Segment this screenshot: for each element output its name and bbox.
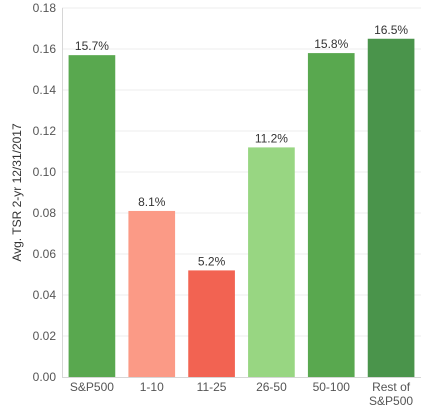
y-tick-label: 0.16: [33, 42, 57, 56]
bar[interactable]: [128, 210, 176, 377]
gridlines: [62, 7, 421, 337]
x-category-label: 50-100: [313, 380, 351, 394]
x-category-label: S&P500: [70, 380, 114, 394]
y-axis-ticks: 0.00 0.02 0.04 0.06 0.08 0.10 0.12 0.14 0.16 0.18: [33, 1, 57, 384]
data-label: 5.2%: [198, 254, 226, 268]
data-labels: 15.7% 8.1% 5.2% 11.2% 15.8% 16.5%: [75, 23, 409, 269]
y-tick-label: 0.06: [33, 247, 57, 261]
y-tick-label: 0.08: [33, 206, 57, 220]
bar[interactable]: [188, 270, 235, 377]
bar[interactable]: [307, 53, 355, 377]
y-tick-label: 0.04: [33, 288, 57, 302]
y-axis-title: Avg. TSR 2-yr 12/31/2017: [10, 123, 24, 262]
y-tick-label: 0.10: [33, 165, 57, 179]
x-axis-categories: S&P500 1-10 11-25 26-50 50-100 Rest ofS&P500: [70, 380, 414, 408]
bar[interactable]: [68, 55, 116, 378]
y-tick-label: 0.14: [33, 83, 57, 97]
data-label: 8.1%: [138, 195, 166, 209]
data-label: 15.7%: [75, 39, 109, 53]
bar[interactable]: [248, 147, 295, 377]
x-category-label: Rest of: [372, 380, 411, 394]
x-category-label: 26-50: [256, 380, 287, 394]
data-label: 16.5%: [374, 23, 408, 37]
bar[interactable]: [367, 38, 415, 377]
y-tick-label: 0.02: [33, 329, 57, 343]
y-tick-label: 0.00: [33, 370, 57, 384]
x-category-label: 1-10: [140, 380, 164, 394]
data-label: 15.8%: [314, 37, 348, 51]
bars: [68, 38, 415, 378]
y-tick-label: 0.12: [33, 124, 57, 138]
y-tick-label: 0.18: [33, 1, 57, 15]
data-label: 11.2%: [255, 131, 288, 145]
x-category-label: S&P500: [369, 394, 413, 408]
x-category-label: 11-25: [197, 380, 227, 394]
